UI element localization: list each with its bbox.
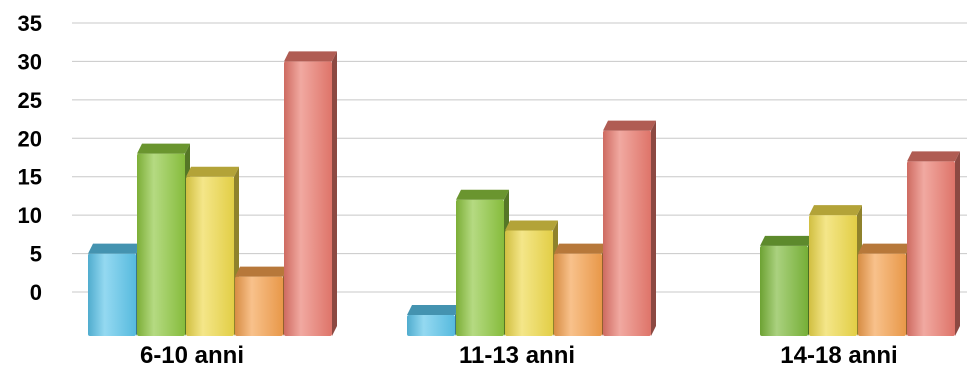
bar-side [332, 51, 337, 337]
bar-top [809, 205, 862, 216]
bar-top [407, 305, 460, 316]
bar-side [651, 120, 656, 336]
y-tick-label: 35 [18, 11, 42, 36]
bar-top [760, 235, 813, 246]
y-tick-label: 5 [30, 242, 42, 267]
y-axis: 35 30 25 20 15 10 5 0 [18, 11, 42, 305]
x-axis: 6-10 anni 11-13 anni 14-18 anni [140, 342, 898, 365]
bar [186, 176, 234, 336]
bar-side [955, 151, 960, 336]
bar-top [907, 151, 960, 162]
bar-top [603, 120, 656, 131]
bar [284, 61, 332, 337]
bar [505, 230, 553, 336]
bar [456, 199, 504, 336]
bar-top [137, 143, 190, 154]
bar [907, 161, 955, 336]
bar-top [505, 220, 558, 231]
x-tick-label: 6-10 anni [140, 342, 244, 365]
bar [858, 253, 906, 336]
y-tick-label: 0 [30, 280, 42, 305]
bar [809, 215, 857, 336]
bar [407, 315, 455, 336]
y-tick-label: 25 [18, 88, 42, 113]
bar [603, 130, 651, 336]
y-tick-label: 30 [18, 49, 42, 74]
bars [88, 51, 960, 337]
y-tick-label: 10 [18, 203, 42, 228]
bar [554, 253, 602, 336]
bar [760, 245, 808, 336]
bar [137, 153, 185, 336]
x-tick-label: 11-13 anni [459, 342, 575, 365]
bar-top [554, 243, 607, 254]
bar [235, 276, 283, 336]
bar-top [88, 243, 141, 254]
bar-top [858, 243, 911, 254]
bar-top [186, 166, 239, 177]
bar-top [284, 51, 337, 62]
y-tick-label: 20 [18, 126, 42, 151]
bar [88, 253, 136, 336]
bar-top [456, 189, 509, 200]
x-tick-label: 14-18 anni [780, 342, 897, 365]
bar-top [235, 266, 288, 277]
y-tick-label: 15 [18, 165, 42, 190]
